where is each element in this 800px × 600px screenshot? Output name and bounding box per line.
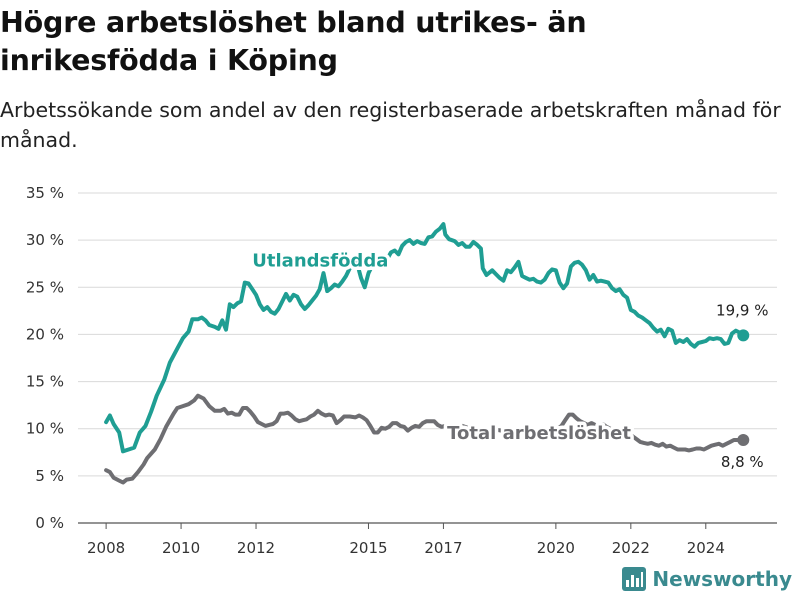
chart-gridlines <box>78 192 777 524</box>
x-tick-label: 2022 <box>612 539 650 557</box>
y-tick-label: 25 % <box>26 278 64 296</box>
series-line <box>104 222 746 454</box>
chart-labels: Utlandsfödda Total arbetslöshet 19,9 % 8,8 … <box>249 247 769 471</box>
x-tick-label: 2010 <box>162 539 200 557</box>
y-axis-tick-labels: 0 % 5 % 10 % 15 % 20 % 25 % 30 % 35 % <box>26 184 64 532</box>
chart-title: Högre arbetslöshet bland utrikes- än inr… <box>0 6 587 77</box>
x-axis: 2008 2010 2012 2015 2017 2020 2022 2024 <box>87 523 725 557</box>
series-name-label: Total arbetslöshet <box>447 423 631 444</box>
bar-chart-logo-icon <box>622 567 647 591</box>
series-end-point <box>737 434 750 447</box>
series-line <box>104 393 746 485</box>
x-tick-label: 2024 <box>687 539 725 557</box>
x-tick-label: 2012 <box>237 539 275 557</box>
x-tick-label: 2015 <box>349 539 387 557</box>
series-end-point <box>737 329 750 342</box>
chart-series <box>104 222 750 485</box>
y-tick-label: 5 % <box>35 467 64 485</box>
y-tick-label: 15 % <box>26 373 64 391</box>
series-name-label: Utlandsfödda <box>252 251 388 272</box>
y-tick-label: 0 % <box>35 514 64 532</box>
end-value-label: 8,8 % <box>721 453 764 471</box>
x-tick-label: 2020 <box>537 539 575 557</box>
x-tick-label: 2017 <box>424 539 462 557</box>
y-tick-label: 20 % <box>26 325 64 343</box>
y-tick-label: 35 % <box>26 184 64 202</box>
brand-logo: Newsworthy <box>622 564 792 594</box>
x-tick-label: 2008 <box>87 539 125 557</box>
y-tick-label: 10 % <box>26 420 64 438</box>
chart-subtitle: Arbetssökande som andel av den registerb… <box>0 98 781 152</box>
y-tick-label: 30 % <box>26 231 64 249</box>
end-value-label: 19,9 % <box>716 301 768 319</box>
brand-name: Newsworthy <box>652 567 792 591</box>
